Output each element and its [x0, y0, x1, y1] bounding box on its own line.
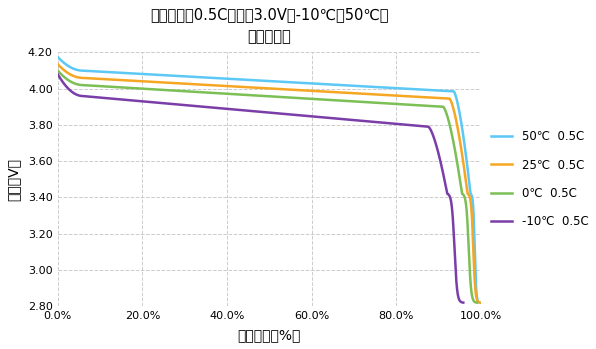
- 50℃  0.5C: [315, 82, 322, 86]
- 0℃  0.5C: [286, 95, 293, 99]
- 0℃  0.5C: [54, 68, 61, 73]
- -10℃  0.5C: [430, 134, 437, 138]
- 50℃  0.5C: [54, 55, 61, 59]
- 25℃  0.5C: [290, 88, 297, 92]
- 25℃  0.5C: [54, 62, 61, 66]
- -10℃  0.5C: [299, 113, 306, 118]
- 50℃  0.5C: [468, 194, 476, 199]
- -10℃  0.5C: [446, 194, 454, 199]
- Line: -10℃  0.5C: -10℃ 0.5C: [58, 74, 463, 303]
- Y-axis label: 电压（V）: 电压（V）: [7, 158, 21, 201]
- Line: 50℃  0.5C: 50℃ 0.5C: [58, 57, 480, 303]
- 0℃  0.5C: [308, 97, 315, 101]
- 0℃  0.5C: [460, 192, 467, 196]
- -10℃  0.5C: [104, 96, 111, 100]
- -10℃  0.5C: [278, 112, 285, 116]
- 25℃  0.5C: [105, 77, 112, 81]
- 25℃  0.5C: [465, 192, 472, 196]
- Title: 不同温度下0.5C放电到3.0V（-10℃到50℃）
的放电曲线: 不同温度下0.5C放电到3.0V（-10℃到50℃） 的放电曲线: [150, 7, 389, 44]
- 0℃  0.5C: [105, 84, 112, 89]
- 25℃  0.5C: [451, 109, 458, 113]
- -10℃  0.5C: [54, 72, 61, 76]
- Line: 0℃  0.5C: 0℃ 0.5C: [58, 70, 477, 303]
- 50℃  0.5C: [292, 80, 299, 84]
- 0℃  0.5C: [461, 194, 468, 199]
- 50℃  0.5C: [468, 192, 475, 196]
- -10℃  0.5C: [460, 300, 467, 305]
- 25℃  0.5C: [312, 89, 319, 93]
- 50℃  0.5C: [454, 103, 461, 107]
- 50℃  0.5C: [476, 300, 483, 305]
- X-axis label: 放电效率（%）: 放电效率（%）: [238, 328, 301, 342]
- 50℃  0.5C: [105, 70, 113, 74]
- Line: 25℃  0.5C: 25℃ 0.5C: [58, 64, 480, 303]
- Legend: 50℃  0.5C, 25℃  0.5C, 0℃  0.5C, -10℃  0.5C: 50℃ 0.5C, 25℃ 0.5C, 0℃ 0.5C, -10℃ 0.5C: [491, 130, 589, 228]
- 0℃  0.5C: [445, 116, 452, 120]
- -10℃  0.5C: [445, 192, 452, 196]
- 25℃  0.5C: [466, 194, 473, 199]
- 0℃  0.5C: [473, 300, 480, 305]
- 25℃  0.5C: [477, 300, 484, 305]
